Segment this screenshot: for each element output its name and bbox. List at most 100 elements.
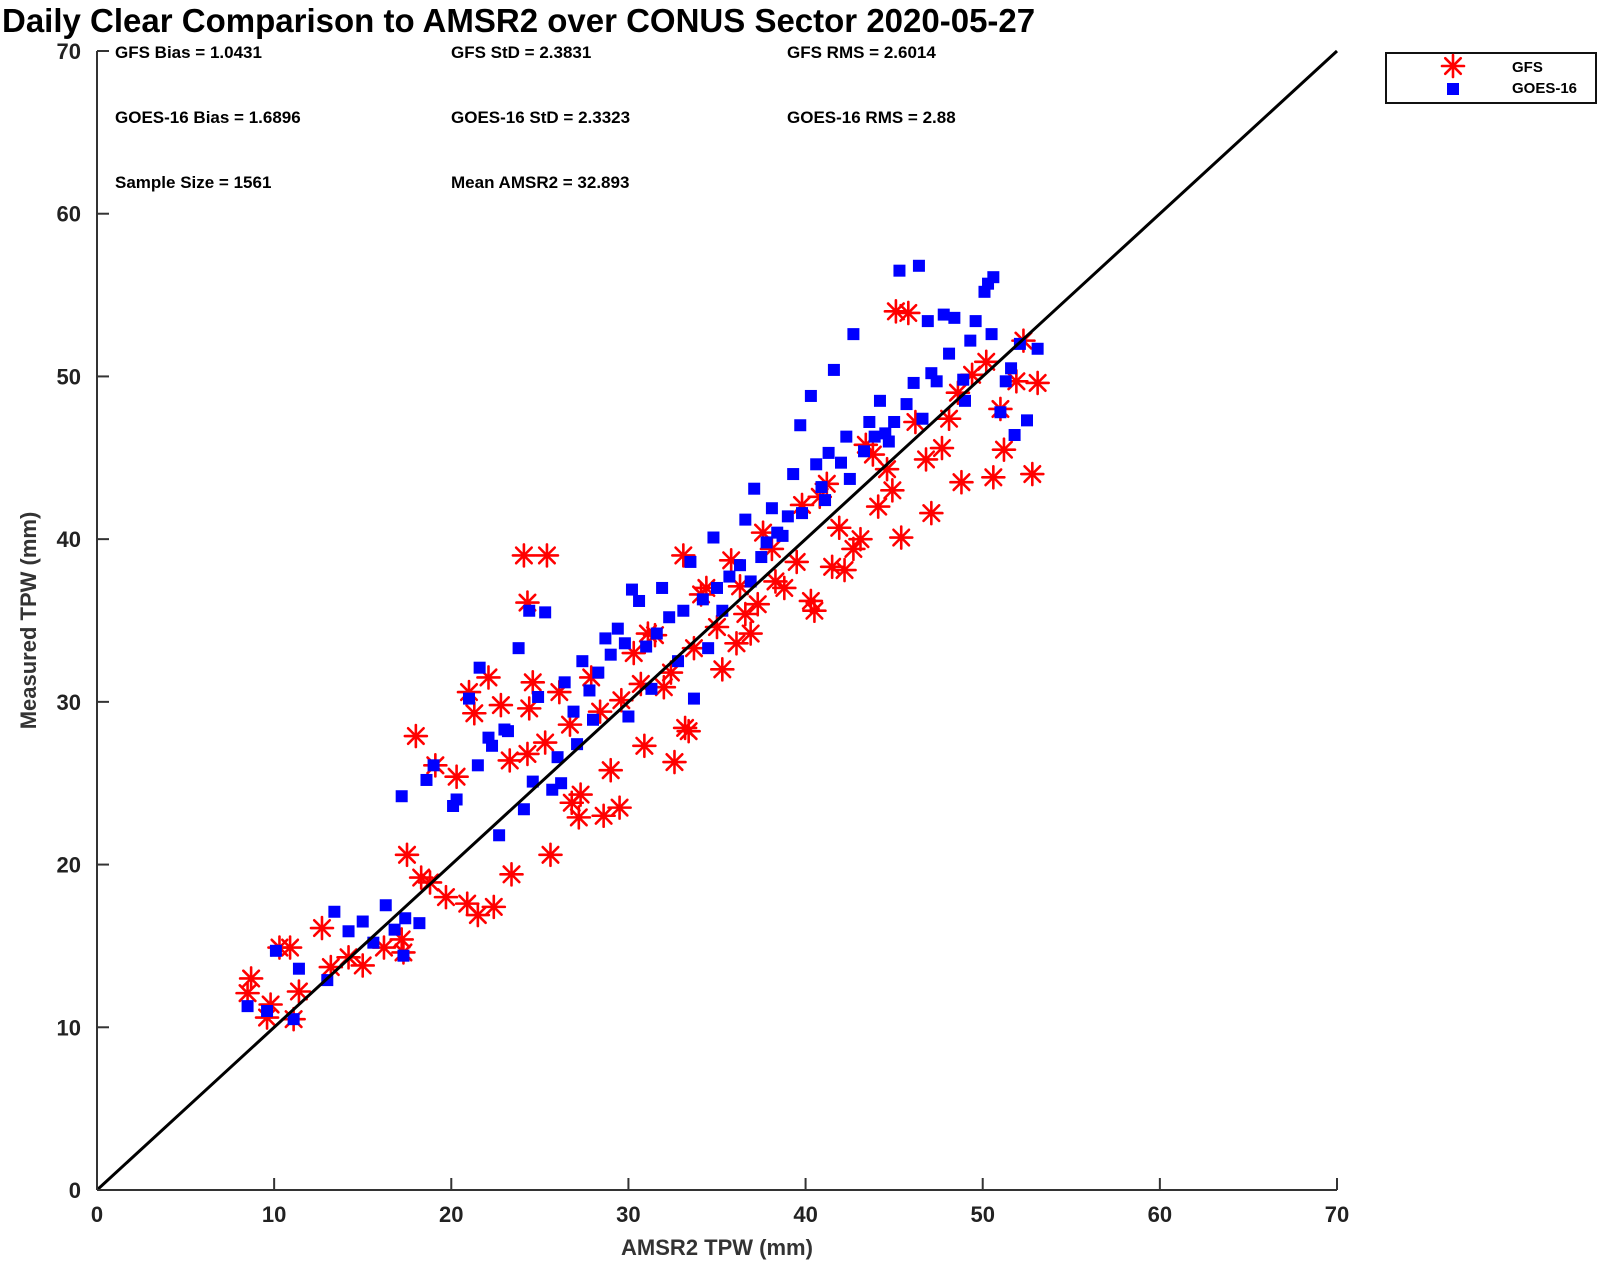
goes16-point [493, 829, 506, 842]
goes16-point [999, 375, 1012, 388]
goes16-point [943, 347, 956, 360]
x-tick-label: 60 [1148, 1202, 1172, 1227]
legend-label-goes16: GOES-16 [1512, 80, 1577, 97]
goes16-point [863, 415, 876, 428]
goes16-point [450, 793, 463, 806]
goes16-point [645, 682, 658, 695]
goes16-point [921, 315, 934, 328]
goes16-point [912, 259, 925, 272]
x-tick-label: 70 [1325, 1202, 1349, 1227]
goes16-point [471, 759, 484, 772]
goes16-point [760, 536, 773, 549]
gfs-point [724, 630, 749, 656]
gfs-point [841, 536, 866, 562]
gfs-point [350, 953, 376, 978]
goes16-point [473, 661, 486, 674]
gfs-point [444, 764, 469, 790]
goes16-point [1005, 362, 1018, 375]
goes16-point [796, 507, 809, 520]
goes16-point [959, 394, 971, 407]
goes16-point [858, 445, 871, 458]
goes16-point [399, 912, 412, 925]
gfs-point [826, 515, 852, 541]
gfs-point [309, 915, 335, 941]
y-tick-label: 60 [57, 202, 81, 227]
goes16-point [501, 725, 514, 738]
goes16-point [625, 583, 638, 596]
goes16-point [916, 412, 929, 425]
goes16-point [551, 751, 564, 764]
gfs-point [896, 300, 921, 326]
gfs-point [973, 349, 999, 375]
stat-text: GOES-16 RMS = 2.88 [787, 108, 956, 127]
goes16-point [707, 531, 720, 544]
gfs-point [913, 447, 939, 472]
x-tick-label: 50 [970, 1202, 994, 1227]
gfs-point [286, 979, 312, 1004]
goes16-point [517, 803, 530, 816]
y-tick-label: 20 [57, 853, 81, 878]
goes16-point [558, 676, 571, 689]
gfs-point [532, 730, 558, 755]
goes16-point [900, 398, 913, 411]
x-tick-label: 0 [91, 1202, 103, 1227]
gfs-point [538, 842, 563, 868]
x-axis-label: AMSR2 TPW (mm) [621, 1235, 813, 1260]
goes16-point [663, 611, 676, 624]
legend-label-gfs: GFS [1512, 59, 1543, 76]
goes16-point [287, 1013, 300, 1026]
goes16-point [342, 925, 355, 938]
goes16-point [583, 684, 596, 697]
gfs-point [511, 543, 537, 568]
goes16-point [576, 655, 589, 668]
goes16-point [847, 328, 860, 341]
goes16-point [794, 419, 807, 432]
gfs-point [277, 935, 303, 960]
data-points [235, 259, 1050, 1032]
goes16-point [397, 949, 410, 962]
axes: 0 10 20 30 40 50 60 70 0 10 20 30 40 50 60 70 [57, 39, 1350, 1227]
goes16-point [599, 632, 612, 645]
goes16-point [755, 551, 768, 564]
gfs-point [802, 598, 827, 624]
gfs-point [888, 525, 914, 550]
goes16-point [987, 271, 1000, 284]
y-tick-label: 50 [57, 364, 81, 389]
goes16-point [985, 328, 998, 341]
goes16-point [888, 415, 901, 428]
goes16-point [868, 430, 881, 443]
goes16-point [241, 1000, 254, 1013]
goes16-point [776, 529, 789, 542]
goes16-point [356, 915, 369, 928]
goes16-point [261, 1005, 274, 1018]
goes16-point [413, 917, 426, 930]
gfs-point [235, 980, 260, 1006]
goes16-point [539, 606, 552, 619]
goes16-point [1008, 429, 1021, 442]
goes16-point [925, 367, 938, 380]
gfs-point [710, 657, 735, 682]
goes16-point [379, 899, 392, 912]
gfs-point [389, 927, 414, 952]
gfs-point [516, 696, 542, 721]
goes16-point [822, 446, 835, 459]
goes16-point [677, 604, 690, 617]
legend: GFS GOES-16 [1385, 52, 1597, 104]
goes16-point [567, 705, 580, 718]
gfs-point [598, 757, 624, 783]
goes16-point [835, 456, 847, 469]
goes16-point [765, 502, 778, 515]
gfs-point [880, 478, 905, 503]
gfs-point [662, 749, 687, 775]
goes16-point [969, 315, 982, 328]
gfs-point [499, 862, 524, 887]
goes16-point [907, 376, 920, 389]
gfs-point [566, 805, 592, 830]
goes16-point [804, 389, 817, 402]
gfs-point [991, 437, 1017, 462]
stats-panel: GFS Bias = 1.0431 GFS StD = 2.3831 GFS RMS… [115, 43, 956, 192]
y-tick-label: 70 [57, 39, 81, 64]
legend-gfs-asterisk-glyph [1440, 53, 1466, 79]
